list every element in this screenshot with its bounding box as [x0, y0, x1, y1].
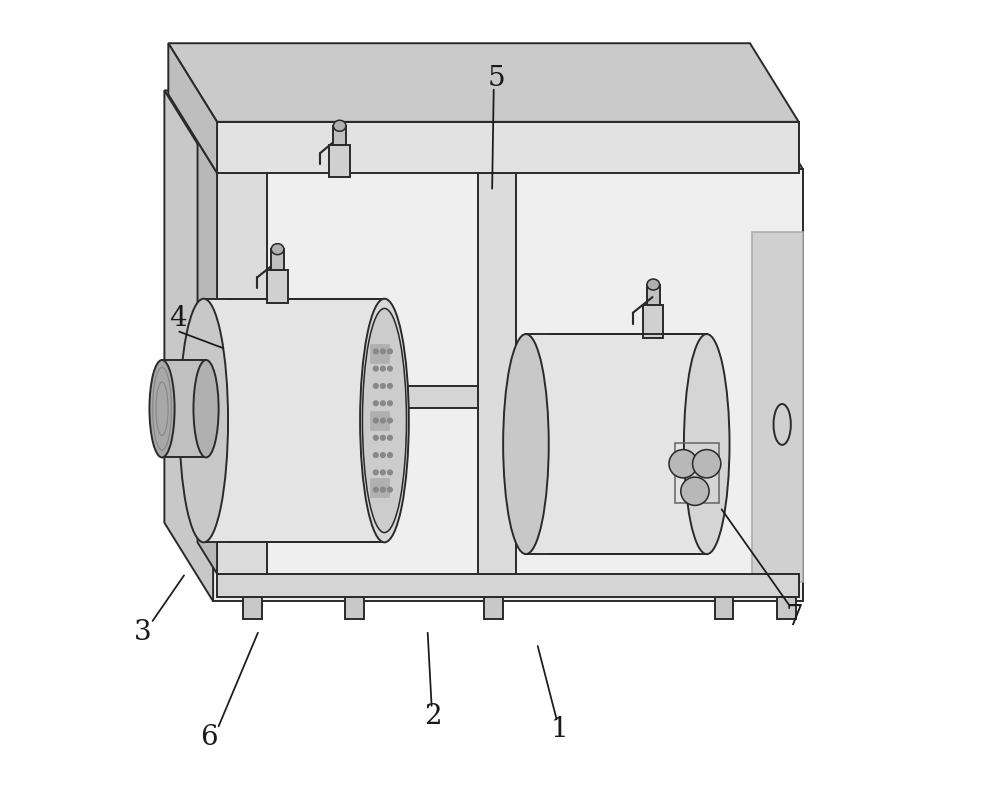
Circle shape: [381, 418, 385, 423]
Polygon shape: [345, 597, 364, 619]
Ellipse shape: [360, 299, 409, 542]
Polygon shape: [752, 232, 803, 582]
Ellipse shape: [179, 299, 228, 542]
Ellipse shape: [362, 308, 406, 533]
Polygon shape: [777, 597, 796, 619]
Polygon shape: [370, 478, 389, 497]
Ellipse shape: [774, 404, 791, 445]
Circle shape: [373, 401, 378, 406]
Polygon shape: [164, 90, 213, 601]
Circle shape: [381, 366, 385, 371]
Polygon shape: [198, 141, 217, 574]
Circle shape: [381, 435, 385, 440]
Polygon shape: [217, 574, 799, 597]
Text: 6: 6: [200, 724, 218, 751]
Circle shape: [381, 453, 385, 457]
Circle shape: [381, 349, 385, 354]
Text: 3: 3: [134, 619, 151, 646]
Polygon shape: [478, 173, 516, 574]
Polygon shape: [243, 597, 262, 619]
Circle shape: [373, 418, 378, 423]
Ellipse shape: [149, 360, 175, 457]
Polygon shape: [198, 141, 267, 173]
Polygon shape: [384, 386, 478, 408]
Ellipse shape: [377, 386, 392, 408]
Polygon shape: [333, 126, 346, 145]
Ellipse shape: [503, 334, 549, 554]
Circle shape: [381, 470, 385, 475]
Text: 4: 4: [169, 305, 187, 332]
Polygon shape: [217, 122, 799, 173]
Circle shape: [373, 470, 378, 475]
Polygon shape: [647, 285, 660, 305]
Circle shape: [373, 435, 378, 440]
Text: 7: 7: [786, 604, 804, 630]
Circle shape: [388, 487, 392, 492]
Polygon shape: [168, 43, 217, 173]
Circle shape: [669, 450, 697, 478]
Polygon shape: [162, 360, 206, 457]
Polygon shape: [267, 270, 288, 303]
Circle shape: [373, 453, 378, 457]
Polygon shape: [754, 90, 803, 601]
Polygon shape: [458, 141, 516, 173]
Circle shape: [388, 384, 392, 388]
Circle shape: [373, 349, 378, 354]
Circle shape: [381, 384, 385, 388]
Polygon shape: [715, 597, 733, 619]
Circle shape: [681, 477, 709, 505]
Ellipse shape: [333, 120, 346, 131]
Polygon shape: [217, 173, 267, 574]
Circle shape: [388, 435, 392, 440]
Circle shape: [381, 487, 385, 492]
Text: 2: 2: [424, 703, 442, 730]
Ellipse shape: [647, 279, 660, 290]
Circle shape: [388, 470, 392, 475]
Text: 5: 5: [487, 65, 505, 92]
Circle shape: [373, 487, 378, 492]
Polygon shape: [204, 299, 384, 542]
Polygon shape: [164, 90, 803, 169]
Polygon shape: [271, 249, 284, 270]
Ellipse shape: [271, 244, 284, 255]
Circle shape: [388, 453, 392, 457]
Polygon shape: [370, 344, 389, 363]
Text: 1: 1: [550, 716, 568, 743]
Circle shape: [388, 366, 392, 371]
Ellipse shape: [193, 360, 219, 457]
Polygon shape: [484, 597, 503, 619]
Circle shape: [388, 349, 392, 354]
Polygon shape: [643, 305, 663, 338]
Circle shape: [388, 418, 392, 423]
Circle shape: [388, 401, 392, 406]
Polygon shape: [526, 334, 707, 554]
Circle shape: [381, 401, 385, 406]
Polygon shape: [329, 145, 350, 177]
Polygon shape: [213, 169, 803, 601]
Circle shape: [693, 450, 721, 478]
Polygon shape: [168, 43, 799, 122]
Ellipse shape: [684, 334, 730, 554]
Circle shape: [373, 366, 378, 371]
Circle shape: [373, 384, 378, 388]
Polygon shape: [370, 411, 389, 430]
